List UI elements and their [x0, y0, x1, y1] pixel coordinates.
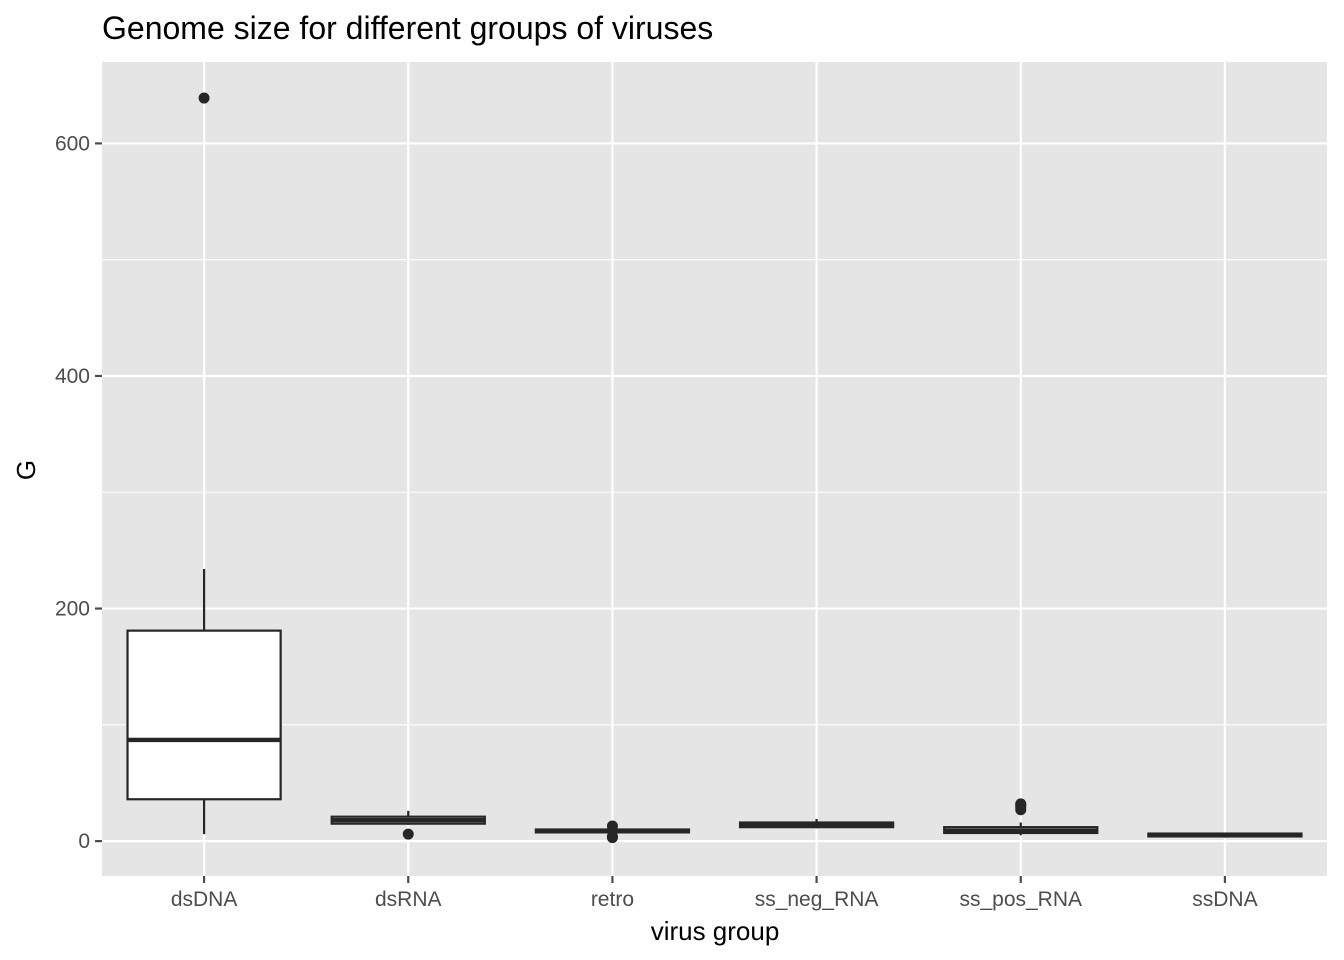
plot-panel — [102, 62, 1327, 876]
outlier-point — [198, 92, 210, 104]
x-tick-label: dsDNA — [171, 888, 238, 911]
y-tick-label: 600 — [55, 132, 90, 155]
axes: 0 200 400 600 dsDNA dsRNA retro ss_neg_RNA ss_po… — [55, 132, 1258, 911]
x-axis-title: virus group — [651, 916, 780, 946]
x-tick-label: ssDNA — [1192, 888, 1257, 911]
box-dsRNA — [330, 810, 486, 840]
grid-lines — [102, 62, 1327, 876]
box-retro — [534, 820, 691, 844]
x-tick-label: dsRNA — [375, 888, 442, 911]
box-ss_pos_RNA — [943, 798, 1099, 836]
y-axis-title: G — [11, 460, 41, 480]
x-tick-label: ss_pos_RNA — [959, 888, 1082, 911]
panel-background — [102, 62, 1327, 876]
outlier-point — [402, 828, 414, 840]
box-body — [126, 629, 282, 801]
outlier-point — [606, 830, 618, 842]
box-dsDNA — [126, 92, 282, 835]
x-tick-label: ss_neg_RNA — [755, 888, 879, 911]
y-tick-label: 0 — [78, 830, 90, 853]
outlier-point — [606, 820, 618, 832]
box-ssDNA — [1147, 832, 1303, 838]
y-tick-label: 400 — [55, 365, 90, 388]
box-ss_neg_RNA — [738, 819, 895, 829]
chart-title: Genome size for different groups of viru… — [102, 10, 713, 46]
y-tick-label: 200 — [55, 598, 90, 621]
outlier-point — [1015, 798, 1027, 810]
x-tick-label: retro — [591, 888, 634, 911]
boxes — [126, 92, 1303, 844]
